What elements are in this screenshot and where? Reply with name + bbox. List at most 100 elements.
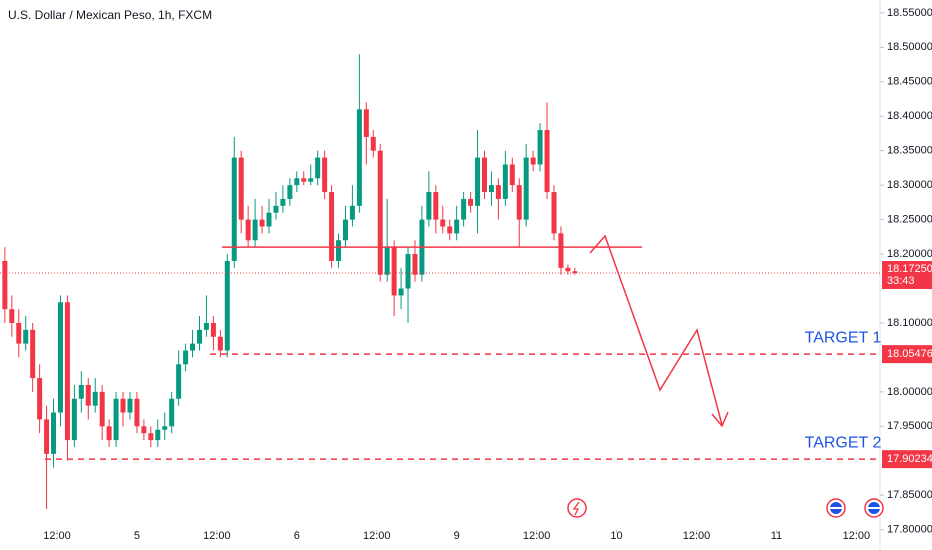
x-tick-label: 9 xyxy=(454,530,460,542)
candle-body xyxy=(217,336,223,351)
x-tick-label: 12:00 xyxy=(683,530,711,542)
candle-body xyxy=(203,322,209,330)
candle-body xyxy=(169,398,175,427)
candle-body xyxy=(245,219,251,241)
candle-body xyxy=(384,247,390,275)
candle-body xyxy=(475,157,481,206)
last-price-label: 18.17250 xyxy=(887,263,932,275)
candle-body xyxy=(287,185,293,199)
y-tick-label: 18.10000 xyxy=(887,317,932,329)
target-name: TARGET 1 xyxy=(805,329,882,346)
target-price-box xyxy=(882,450,932,469)
candle-body xyxy=(224,260,230,351)
target-name: TARGET 2 xyxy=(805,434,882,451)
target-price-label: 18.05476 xyxy=(887,348,932,360)
y-tick-label: 18.20000 xyxy=(887,248,932,260)
candle-body xyxy=(57,302,63,413)
candle-body xyxy=(391,247,397,296)
candle-body xyxy=(426,192,432,220)
y-tick-label: 18.55000 xyxy=(887,7,932,19)
candle-body xyxy=(398,288,404,296)
chart-title: U.S. Dollar / Mexican Peso, 1h, FXCM xyxy=(8,8,212,22)
x-tick-label: 12:00 xyxy=(203,530,231,542)
y-tick-label: 17.85000 xyxy=(887,489,932,501)
candle-body xyxy=(461,198,467,220)
candle-body xyxy=(551,192,557,234)
x-tick-label: 11 xyxy=(771,530,782,542)
candle-body xyxy=(280,198,286,206)
candle-body xyxy=(558,233,564,268)
candle-body xyxy=(530,157,536,165)
candle-body xyxy=(433,192,439,220)
candle-body xyxy=(342,219,348,241)
x-tick-label: 12:00 xyxy=(843,530,871,542)
candle-body xyxy=(23,329,29,344)
candle-body xyxy=(440,219,446,227)
candle-body xyxy=(370,136,376,151)
candle-body xyxy=(127,398,133,413)
y-tick-label: 17.80000 xyxy=(887,524,932,536)
candle-body xyxy=(315,157,321,179)
candle-body xyxy=(377,150,383,275)
candle-body xyxy=(454,219,460,234)
candle-body xyxy=(252,219,258,241)
candle-body xyxy=(405,254,411,289)
candle-body xyxy=(412,254,418,275)
candle-body xyxy=(523,157,529,220)
candle-body xyxy=(51,412,57,454)
candle-body xyxy=(106,426,112,441)
projection-arrow xyxy=(589,234,723,426)
candle-body xyxy=(509,164,515,186)
candle-body xyxy=(238,157,244,220)
candle-body xyxy=(120,398,126,413)
candle-body xyxy=(176,364,182,399)
y-tick-label: 18.40000 xyxy=(887,110,932,122)
candle-body xyxy=(301,178,307,182)
candle-body xyxy=(572,271,578,274)
candle-body xyxy=(537,130,543,165)
candle-body xyxy=(349,205,355,220)
candle-body xyxy=(210,322,216,337)
x-tick-label: 10 xyxy=(610,530,622,542)
candle-body xyxy=(85,384,91,406)
y-tick-label: 18.30000 xyxy=(887,179,932,191)
candle-body xyxy=(44,419,50,454)
countdown-label: 33:43 xyxy=(887,275,915,287)
x-tick-label: 12:00 xyxy=(363,530,391,542)
candle-body xyxy=(196,329,202,344)
candle-body xyxy=(9,309,15,323)
candle-body xyxy=(190,343,196,351)
candle-body xyxy=(356,109,362,206)
candle-body xyxy=(273,205,279,213)
candle-body xyxy=(294,178,300,186)
y-tick-label: 18.50000 xyxy=(887,41,932,53)
candle-body xyxy=(148,433,154,441)
candle-body xyxy=(322,157,328,193)
candle-body xyxy=(447,226,453,234)
y-tick-label: 18.45000 xyxy=(887,76,932,88)
target-price-box xyxy=(882,345,932,364)
candle-body xyxy=(544,130,550,193)
candle-body xyxy=(92,391,98,406)
candle-body xyxy=(30,329,36,379)
candle-body xyxy=(336,240,342,261)
candle-body xyxy=(155,429,161,441)
candle-body xyxy=(183,350,189,365)
candle-body xyxy=(99,391,105,427)
flag-icon xyxy=(864,498,884,518)
candle-body xyxy=(481,157,487,193)
candle-body xyxy=(64,302,70,441)
candle-body xyxy=(495,185,501,199)
candle-body xyxy=(308,178,314,182)
y-tick-label: 18.35000 xyxy=(887,145,932,157)
candle-body xyxy=(565,267,571,272)
candle-body xyxy=(37,378,43,420)
candle-body xyxy=(231,157,237,261)
candle-body xyxy=(162,426,168,430)
candle-body xyxy=(516,185,522,220)
y-tick-label: 17.95000 xyxy=(887,420,932,432)
candle-body xyxy=(134,398,140,427)
